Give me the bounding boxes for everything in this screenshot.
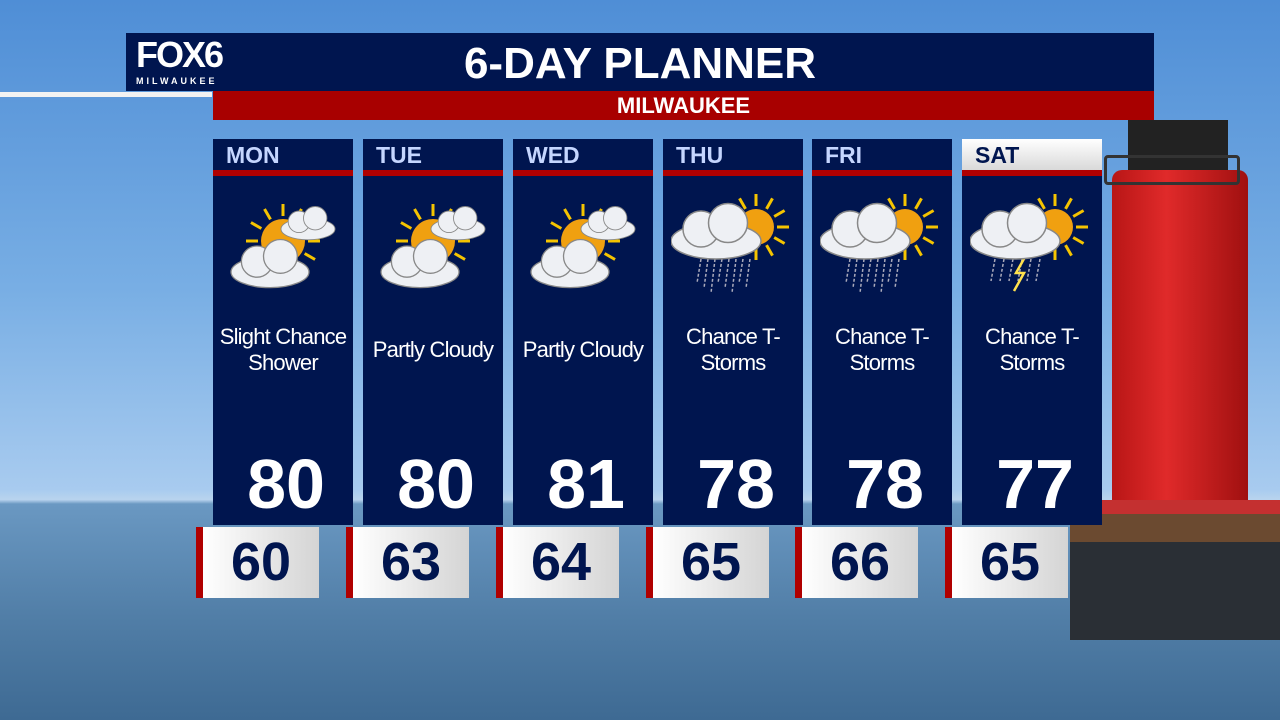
divider <box>0 92 212 97</box>
high-temp: 80 <box>247 445 325 523</box>
condition-label: Slight Chance Shower <box>219 324 347 375</box>
day-label: THU <box>663 139 803 176</box>
lighthouse-background <box>1112 170 1248 515</box>
low-temp: 65 <box>945 527 1068 598</box>
high-temp: 81 <box>547 445 625 523</box>
low-temp: 63 <box>346 527 469 598</box>
high-temp: 80 <box>397 445 475 523</box>
lighthouse-lantern <box>1128 120 1228 170</box>
partly-cloudy-icon <box>230 204 336 289</box>
condition-text: Chance T-Storms <box>812 324 952 376</box>
condition-label: Partly Cloudy <box>522 337 644 362</box>
condition-label: Chance T-Storms <box>686 324 781 375</box>
condition-text: Partly Cloudy <box>363 324 503 376</box>
day-label: FRI <box>812 139 952 176</box>
low-temp: 66 <box>795 527 918 598</box>
day-label: WED <box>513 139 653 176</box>
forecast-card-thu: THU Chance T-Storms 78 <box>663 139 803 525</box>
lighthouse-railing <box>1104 155 1240 185</box>
logo-subtext: MILWAUKEE <box>136 76 218 86</box>
pier <box>1070 500 1280 640</box>
forecast-card-tue: TUE Partly Cloudy 80 <box>363 139 503 525</box>
partly-cloudy-icon <box>380 204 486 289</box>
high-temp: 78 <box>697 445 775 523</box>
day-label: TUE <box>363 139 503 176</box>
fox6-logo: FOX6 MILWAUKEE <box>136 34 224 87</box>
forecast-card-wed: WED Partly Cloudy 81 <box>513 139 653 525</box>
rain-sun-icon <box>820 194 938 294</box>
low-temp: 64 <box>496 527 619 598</box>
page-title: 6-DAY PLANNER <box>463 39 817 88</box>
logo-text: FOX6 <box>136 34 224 75</box>
high-temp: 78 <box>846 445 924 523</box>
location-label: MILWAUKEE <box>213 91 1154 120</box>
thunderstorm-sun-icon <box>970 194 1088 292</box>
forecast-card-mon: MON Slight Chance Shower 80 <box>213 139 353 525</box>
day-label: SAT <box>962 139 1102 176</box>
low-temp: 65 <box>646 527 769 598</box>
low-temp: 60 <box>196 527 319 598</box>
rain-sun-icon <box>671 194 789 294</box>
high-temp: 77 <box>996 445 1074 523</box>
forecast-card-fri: FRI Chance T-Storms 78 <box>812 139 952 525</box>
condition-label: Chance T-Storms <box>985 324 1080 375</box>
condition-text: Partly Cloudy <box>513 324 653 376</box>
forecast-card-sat: SAT Chance T-Storms 77 <box>962 139 1102 525</box>
condition-text: Slight Chance Shower <box>213 324 353 376</box>
title-bar: FOX6 MILWAUKEE 6-DAY PLANNER <box>126 33 1154 91</box>
condition-text: Chance T-Storms <box>962 324 1102 376</box>
condition-text: Chance T-Storms <box>663 324 803 376</box>
condition-label: Chance T-Storms <box>835 324 930 375</box>
condition-label: Partly Cloudy <box>372 337 494 362</box>
partly-cloudy-icon <box>530 204 636 289</box>
day-label: MON <box>213 139 353 176</box>
